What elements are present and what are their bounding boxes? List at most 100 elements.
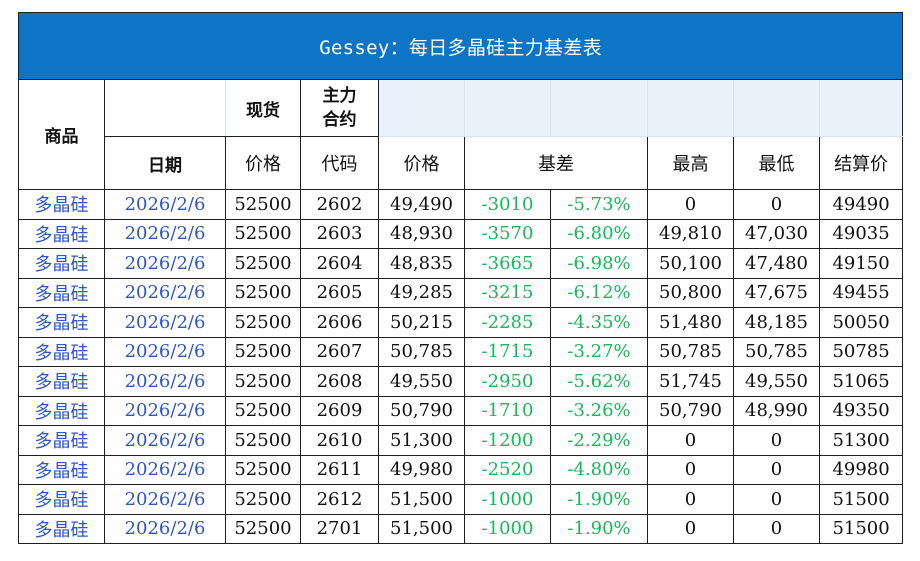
high-cell: 50,790	[647, 395, 734, 426]
settle-cell: 51500	[818, 484, 904, 515]
high-cell: 0	[647, 484, 734, 515]
basis-pct-cell: -6.12%	[550, 277, 648, 308]
date-cell: 2026/2/6	[104, 277, 226, 308]
contract-code-cell: 2606	[300, 307, 379, 338]
spot-price-cell: 52500	[225, 336, 301, 367]
date-cell: 2026/2/6	[104, 395, 226, 426]
settle-cell: 49350	[818, 395, 904, 426]
date-cell: 2026/2/6	[104, 366, 226, 397]
spot-price-cell: 52500	[225, 277, 301, 308]
spot-price-cell: 52500	[225, 484, 301, 515]
header-basis: 基差	[464, 136, 648, 190]
spot-price-cell: 52500	[225, 395, 301, 426]
header-date: 日期	[104, 136, 226, 190]
low-cell: 0	[733, 513, 820, 544]
table-row: 多晶硅 2026/2/6 52500 2606 50,215 -2285 -4.35% 51,…	[18, 307, 904, 338]
low-cell: 47,480	[733, 248, 820, 279]
table-row: 多晶硅 2026/2/6 52500 2701 51,500 -1000 -1.90% 0 0 5…	[18, 513, 904, 544]
name-cell: 多晶硅	[18, 484, 105, 515]
header-blank-cell	[464, 79, 551, 137]
date-cell: 2026/2/6	[104, 189, 226, 220]
basis-pct-cell: -3.26%	[550, 395, 648, 426]
table-row: 多晶硅 2026/2/6 52500 2608 49,550 -2950 -5.62% 51,…	[18, 366, 904, 397]
basis-cell: -2950	[464, 366, 551, 397]
name-cell: 多晶硅	[18, 425, 105, 456]
high-cell: 0	[647, 425, 734, 456]
table-row: 多晶硅 2026/2/6 52500 2612 51,500 -1000 -1.90% 0 0 5…	[18, 484, 904, 515]
contract-code-cell: 2604	[300, 248, 379, 279]
basis-table-frame: Gessey：每日多晶硅主力基差表 商品 现货 主力 合约 日期 价格 代码 价格…	[17, 12, 904, 544]
name-cell: 多晶硅	[18, 248, 105, 279]
basis-pct-cell: -1.90%	[550, 513, 648, 544]
basis-cell: -2520	[464, 454, 551, 485]
basis-pct-cell: -1.90%	[550, 484, 648, 515]
low-cell: 50,785	[733, 336, 820, 367]
futures-price-cell: 49,285	[378, 277, 465, 308]
header-spot: 现货	[225, 79, 301, 137]
spot-price-cell: 52500	[225, 218, 301, 249]
header-row-2: 日期 价格 代码 价格 基差 最高 最低 结算价	[19, 136, 904, 190]
basis-pct-cell: -4.35%	[550, 307, 648, 338]
low-cell: 47,030	[733, 218, 820, 249]
contract-code-cell: 2608	[300, 366, 379, 397]
name-cell: 多晶硅	[18, 454, 105, 485]
header-futures-price: 价格	[378, 136, 465, 190]
futures-price-cell: 49,980	[378, 454, 465, 485]
futures-price-cell: 51,300	[378, 425, 465, 456]
high-cell: 51,480	[647, 307, 734, 338]
table-row: 多晶硅 2026/2/6 52500 2603 48,930 -3570 -6.80% 49,…	[18, 218, 904, 249]
date-cell: 2026/2/6	[104, 218, 226, 249]
high-cell: 50,785	[647, 336, 734, 367]
name-cell: 多晶硅	[18, 395, 105, 426]
header-blank-cell	[733, 79, 820, 137]
spot-price-cell: 52500	[225, 248, 301, 279]
header-main-contract-label: 主力 合约	[322, 86, 357, 130]
contract-code-cell: 2612	[300, 484, 379, 515]
high-cell: 0	[647, 513, 734, 544]
table-row: 多晶硅 2026/2/6 52500 2610 51,300 -1200 -2.29% 0 0 5…	[18, 425, 904, 456]
basis-cell: -1200	[464, 425, 551, 456]
date-cell: 2026/2/6	[104, 484, 226, 515]
basis-pct-cell: -5.62%	[550, 366, 648, 397]
spot-price-cell: 52500	[225, 454, 301, 485]
contract-code-cell: 2610	[300, 425, 379, 456]
settle-cell: 49150	[818, 248, 904, 279]
high-cell: 51,745	[647, 366, 734, 397]
futures-price-cell: 51,500	[378, 513, 465, 544]
name-cell: 多晶硅	[18, 189, 105, 220]
settle-cell: 51500	[818, 513, 904, 544]
spot-price-cell: 52500	[225, 307, 301, 338]
header-row-1: 商品 现货 主力 合约	[18, 79, 904, 190]
basis-cell: -3570	[464, 218, 551, 249]
basis-pct-cell: -3.27%	[550, 336, 648, 367]
contract-code-cell: 2609	[300, 395, 379, 426]
low-cell: 0	[733, 189, 820, 220]
contract-code-cell: 2611	[300, 454, 379, 485]
basis-cell: -1710	[464, 395, 551, 426]
spot-price-cell: 52500	[225, 513, 301, 544]
settle-cell: 49035	[818, 218, 904, 249]
basis-cell: -1715	[464, 336, 551, 367]
name-cell: 多晶硅	[18, 218, 105, 249]
settle-cell: 50050	[818, 307, 904, 338]
low-cell: 48,185	[733, 307, 820, 338]
header-settle: 结算价	[818, 136, 904, 190]
header-blank-cell	[104, 79, 226, 137]
name-cell: 多晶硅	[18, 366, 105, 397]
header-blank-cell	[647, 79, 734, 137]
spot-price-cell: 52500	[225, 189, 301, 220]
high-cell: 50,800	[647, 277, 734, 308]
table-row: 多晶硅 2026/2/6 52500 2611 49,980 -2520 -4.80% 0 0 4…	[18, 454, 904, 485]
low-cell: 0	[733, 425, 820, 456]
basis-pct-cell: -4.80%	[550, 454, 648, 485]
futures-price-cell: 50,785	[378, 336, 465, 367]
header-blank-cell	[818, 79, 904, 137]
contract-code-cell: 2701	[300, 513, 379, 544]
spot-price-cell: 52500	[225, 366, 301, 397]
date-cell: 2026/2/6	[104, 454, 226, 485]
contract-code-cell: 2603	[300, 218, 379, 249]
low-cell: 48,990	[733, 395, 820, 426]
date-cell: 2026/2/6	[104, 248, 226, 279]
header-price: 价格	[225, 136, 301, 190]
header-blank-cell	[550, 79, 648, 137]
